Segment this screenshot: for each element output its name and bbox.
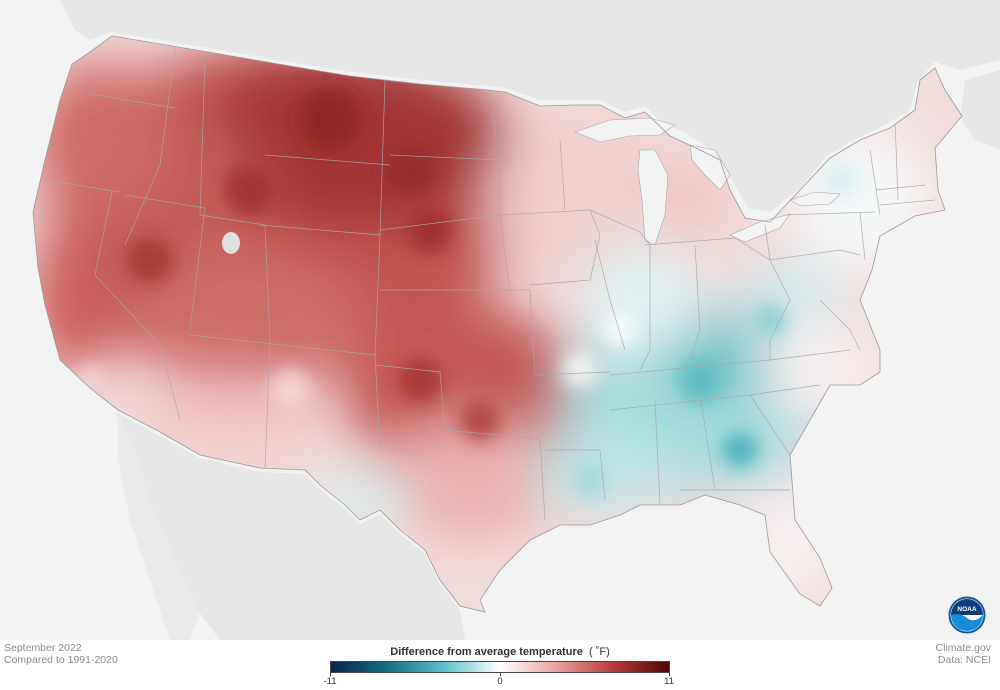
- anomaly-blob: [33, 60, 170, 220]
- border-line: [894, 119, 899, 201]
- state-borders: [44, 49, 936, 521]
- border-line: [374, 364, 541, 441]
- anomaly-blob: [380, 420, 560, 540]
- anomaly-patch: [300, 90, 360, 150]
- anomaly-patch: [225, 165, 275, 215]
- border-line: [264, 154, 391, 166]
- great-lakes: [574, 117, 841, 246]
- border-line: [559, 139, 566, 211]
- anomaly-patch: [562, 352, 598, 388]
- border-line: [764, 224, 861, 261]
- anomaly-blob: [130, 250, 370, 390]
- border-line: [539, 439, 546, 521]
- border-line: [879, 199, 936, 206]
- border-line: [594, 239, 626, 351]
- border-line: [819, 299, 861, 351]
- border-line: [124, 194, 206, 331]
- baseline-label: Compared to 1991-2020: [4, 654, 118, 666]
- border-line: [89, 93, 176, 109]
- legend-tick-mid: [500, 673, 501, 676]
- credit-data-label: Data: NCEI: [937, 654, 991, 666]
- lake-superior: [574, 117, 676, 143]
- anomaly-patch: [385, 145, 435, 195]
- border-line: [769, 259, 791, 360]
- border-line: [389, 154, 501, 161]
- anomaly-patch: [754, 304, 786, 336]
- border-line: [487, 91, 511, 291]
- anomaly-patch: [572, 462, 608, 498]
- legend-mid-label: 0: [497, 676, 503, 687]
- lake-huron: [689, 144, 731, 191]
- lake-michigan: [637, 149, 669, 246]
- anomaly-patch: [680, 360, 720, 400]
- legend-title-text: Difference from average temperature: [390, 646, 583, 658]
- border-line: [199, 57, 206, 216]
- legend-title: Difference from average temperature ( ˚F…: [322, 645, 678, 659]
- anomaly-patch: [398, 358, 442, 402]
- credit-site-label: Climate.gov: [935, 642, 991, 654]
- border-line: [44, 179, 121, 193]
- border-line: [545, 449, 606, 501]
- border-line: [689, 244, 701, 361]
- border-line: [264, 339, 271, 471]
- period-label: September 2022: [4, 642, 82, 654]
- anomaly-patch: [408, 208, 452, 252]
- border-line: [749, 394, 791, 456]
- border-line: [379, 79, 386, 236]
- legend-color-bar: [330, 661, 670, 673]
- lake-erie: [729, 213, 791, 243]
- border-line: [644, 237, 771, 261]
- border-line: [654, 399, 661, 506]
- color-legend: Difference from average temperature ( ˚F…: [322, 645, 678, 690]
- border-line: [379, 214, 501, 231]
- legend-unit-text: ( ˚F): [588, 646, 610, 658]
- anomaly-blob: [580, 240, 700, 360]
- border-line: [529, 289, 611, 376]
- great-salt-lake: [222, 232, 240, 254]
- legend-tick-min: [330, 673, 331, 676]
- anomaly-patch: [270, 370, 310, 410]
- baja-peninsula: [118, 414, 200, 640]
- anomaly-patch: [126, 236, 174, 284]
- border-line: [94, 191, 161, 346]
- legend-max-label: 11: [664, 676, 674, 687]
- border-line: [199, 214, 271, 341]
- border-line: [874, 184, 926, 191]
- anomaly-patch: [460, 400, 500, 440]
- anomaly-patch: [606, 316, 634, 344]
- border-line: [869, 149, 881, 216]
- legend-tick-max: [669, 673, 670, 676]
- border-line: [589, 209, 651, 246]
- border-line: [699, 394, 716, 491]
- border-line: [189, 334, 381, 451]
- border-line: [159, 344, 181, 421]
- canada-landmass: [60, 0, 1000, 212]
- noaa-logo-text: NOAA: [957, 606, 976, 613]
- anomaly-detail-pattern: [76, 90, 856, 498]
- footer-credit-block: Climate.gov Data: NCEI: [936, 642, 991, 666]
- anomaly-patch: [824, 164, 856, 196]
- footer-period-block: September 2022 Compared to 1991-2020: [4, 642, 118, 666]
- mexico-landmass: [116, 412, 465, 640]
- border-line: [859, 211, 866, 261]
- legend-min-label: -11: [323, 676, 337, 687]
- temperature-anomaly-map: [0, 0, 1000, 640]
- noaa-logo-icon: NOAA: [948, 596, 986, 634]
- anomaly-patch: [722, 432, 758, 468]
- border-line: [499, 209, 601, 286]
- lake-ontario: [789, 191, 841, 207]
- border-line: [124, 49, 176, 246]
- maritime-landmass: [960, 70, 1000, 150]
- anomaly-broad-pattern: [33, 40, 930, 600]
- border-line: [639, 245, 651, 371]
